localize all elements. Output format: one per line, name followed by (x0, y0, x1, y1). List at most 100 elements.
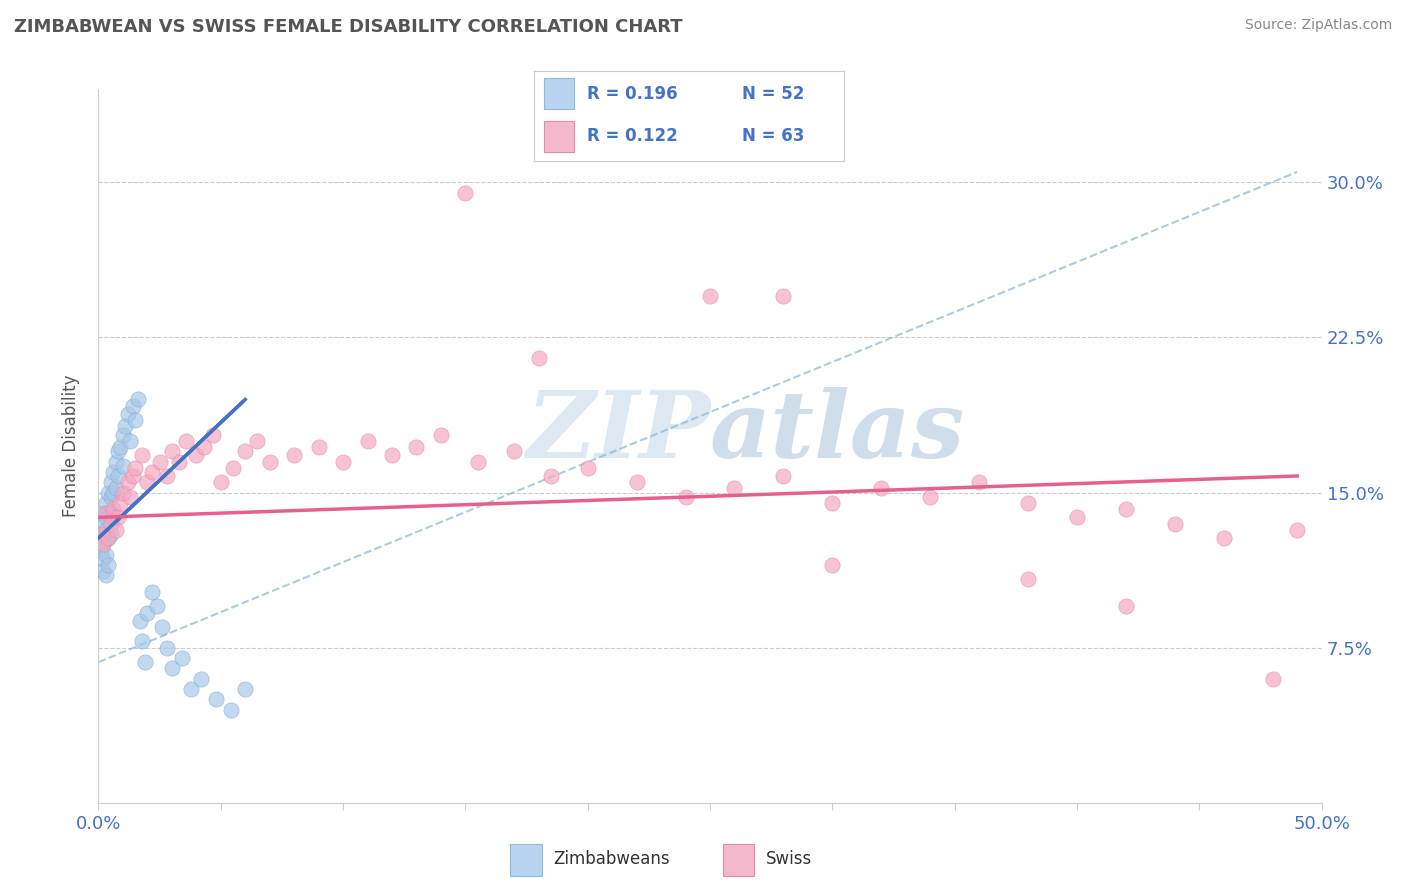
Point (405, 440, 427, 454)
Point (104, 523, 127, 537)
Point (1164, 516, 1187, 531)
Point (190, 672, 212, 686)
FancyBboxPatch shape (544, 121, 575, 152)
Point (180, 681, 202, 696)
Point (127, 392, 149, 407)
Point (91, 564, 114, 578)
Text: Swiss: Swiss (766, 849, 813, 868)
Point (91, 506, 114, 520)
Point (356, 434, 378, 448)
Point (134, 655, 156, 669)
Point (101, 485, 124, 500)
Point (120, 490, 142, 504)
Point (104, 482, 127, 496)
Point (97, 531, 120, 545)
Point (90, 543, 112, 558)
Point (111, 485, 134, 500)
Point (1017, 496, 1039, 510)
Point (527, 351, 550, 365)
Point (150, 620, 173, 634)
Point (259, 454, 281, 468)
Text: N = 52: N = 52 (741, 85, 804, 103)
Point (131, 448, 153, 462)
Point (141, 584, 163, 599)
Point (94, 510, 117, 524)
Point (114, 419, 136, 434)
Point (101, 502, 124, 516)
Point (205, 692, 228, 706)
Point (90, 516, 112, 531)
Text: ZIP: ZIP (526, 387, 710, 476)
Point (156, 469, 179, 483)
Point (97, 485, 120, 500)
FancyBboxPatch shape (510, 844, 541, 876)
Point (1115, 599, 1137, 614)
Point (821, 558, 844, 572)
Point (920, 490, 942, 504)
Point (97, 531, 120, 545)
Point (1017, 573, 1039, 587)
Point (107, 510, 129, 524)
Point (91, 537, 114, 551)
Point (167, 454, 190, 468)
Point (308, 440, 330, 454)
Point (97, 558, 120, 572)
Point (202, 427, 225, 442)
Point (121, 399, 143, 413)
Point (1286, 523, 1309, 537)
Point (117, 407, 139, 421)
Point (222, 460, 245, 475)
Point (117, 475, 139, 490)
Text: R = 0.122: R = 0.122 (586, 128, 678, 145)
Point (576, 460, 599, 475)
Point (283, 448, 305, 462)
Text: Source: ZipAtlas.com: Source: ZipAtlas.com (1244, 18, 1392, 32)
Point (1212, 531, 1234, 545)
Point (100, 516, 122, 531)
Point (121, 469, 143, 483)
Point (193, 440, 215, 454)
Point (94, 568, 117, 582)
Point (176, 434, 198, 448)
Point (91, 527, 114, 541)
Point (107, 444, 129, 458)
Point (233, 444, 256, 458)
FancyBboxPatch shape (544, 78, 575, 109)
Point (141, 465, 163, 479)
Point (699, 289, 721, 303)
Point (430, 427, 453, 442)
Text: atlas: atlas (710, 387, 966, 476)
Point (454, 186, 477, 200)
Point (156, 640, 179, 655)
Point (136, 475, 159, 490)
Point (111, 427, 134, 442)
Point (233, 681, 256, 696)
Point (146, 599, 169, 614)
Point (90, 527, 112, 541)
Point (101, 465, 124, 479)
Point (107, 469, 129, 483)
Point (186, 448, 208, 462)
Point (131, 634, 153, 648)
Point (110, 440, 132, 454)
Point (94, 523, 117, 537)
Point (772, 289, 794, 303)
FancyBboxPatch shape (723, 844, 754, 876)
Text: R = 0.196: R = 0.196 (586, 85, 678, 103)
Point (100, 490, 122, 504)
Point (100, 475, 122, 490)
Point (90, 531, 112, 545)
Point (149, 454, 172, 468)
Point (1115, 502, 1137, 516)
Point (332, 454, 354, 468)
Point (209, 475, 232, 490)
Point (381, 448, 404, 462)
Text: ZIMBABWEAN VS SWISS FEMALE DISABILITY CORRELATION CHART: ZIMBABWEAN VS SWISS FEMALE DISABILITY CO… (14, 18, 683, 36)
Point (101, 510, 124, 524)
Point (136, 606, 159, 620)
Point (94, 496, 117, 510)
Point (219, 703, 242, 717)
Point (870, 482, 893, 496)
Point (160, 444, 183, 458)
Point (94, 506, 117, 520)
